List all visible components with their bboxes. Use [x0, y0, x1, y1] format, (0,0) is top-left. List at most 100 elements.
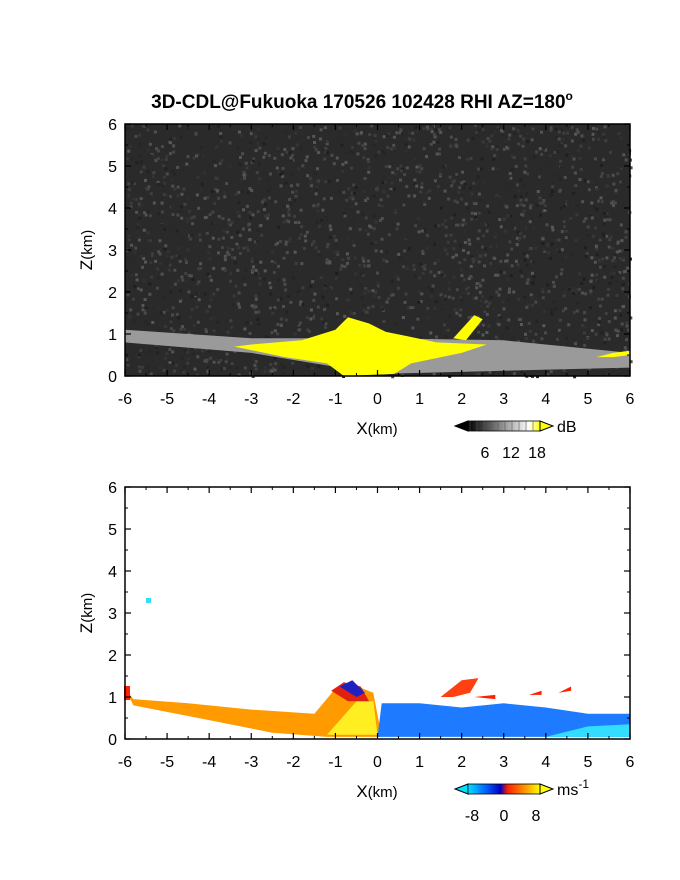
noise-gate	[395, 275, 399, 279]
noise-gate	[316, 180, 320, 184]
noise-gate	[273, 329, 277, 333]
noise-gate	[254, 305, 258, 309]
noise-gate	[515, 236, 519, 240]
noise-gate	[194, 332, 198, 336]
noise-gate	[299, 300, 303, 304]
noise-gate	[429, 331, 433, 335]
noise-gate	[524, 164, 528, 168]
noise-gate	[213, 221, 217, 224]
noise-gate	[242, 208, 245, 212]
noise-gate	[594, 332, 598, 336]
noise-gate	[256, 272, 260, 275]
noise-gate	[230, 236, 234, 239]
noise-gate	[423, 228, 427, 232]
noise-gate	[604, 216, 608, 220]
noise-gate	[368, 133, 372, 136]
noise-gate	[599, 260, 603, 263]
noise-gate	[129, 205, 133, 209]
noise-gate	[520, 323, 523, 326]
noise-gate	[436, 185, 440, 189]
noise-gate	[546, 233, 550, 237]
noise-gate	[538, 201, 542, 205]
noise-gate	[246, 191, 250, 195]
noise-gate	[401, 167, 404, 171]
noise-gate	[195, 305, 199, 309]
noise-gate	[607, 337, 611, 341]
noise-gate	[350, 166, 354, 170]
noise-gate	[455, 311, 459, 315]
noise-gate	[529, 206, 532, 210]
noise-gate	[230, 221, 234, 225]
noise-gate	[229, 319, 233, 323]
noise-gate	[498, 287, 502, 291]
noise-gate	[506, 214, 510, 218]
noise-gate	[543, 204, 547, 208]
noise-gate	[413, 182, 417, 186]
noise-gate	[146, 130, 150, 134]
noise-gate	[580, 153, 584, 157]
noise-gate	[525, 281, 529, 285]
noise-gate	[433, 274, 437, 278]
noise-gate	[319, 128, 323, 132]
noise-gate	[619, 223, 623, 227]
noise-gate	[479, 299, 483, 303]
noise-gate	[221, 362, 225, 366]
colorbar-gradient	[467, 783, 541, 795]
noise-gate	[475, 176, 479, 180]
noise-gate	[457, 190, 461, 194]
noise-gate	[336, 178, 339, 182]
noise-gate	[505, 278, 509, 282]
noise-gate	[143, 124, 147, 128]
noise-gate	[299, 126, 303, 129]
noise-gate	[156, 267, 160, 271]
noise-gate	[471, 137, 475, 140]
noise-gate	[490, 134, 494, 138]
noise-gate	[142, 228, 146, 232]
noise-gate	[590, 212, 594, 216]
noise-gate	[427, 189, 431, 193]
noise-gate	[574, 184, 578, 188]
noise-gate	[390, 181, 394, 185]
noise-gate	[613, 201, 617, 205]
noise-gate	[373, 134, 377, 137]
noise-gate	[541, 237, 545, 241]
noise-gate	[447, 281, 451, 285]
noise-gate	[598, 304, 602, 308]
noise-gate	[212, 292, 216, 296]
noise-gate	[497, 194, 501, 198]
noise-gate	[363, 177, 367, 180]
noise-gate	[282, 278, 286, 282]
noise-gate	[239, 190, 243, 194]
noise-gate	[465, 287, 468, 291]
noise-gate	[535, 150, 538, 154]
noise-gate	[313, 292, 317, 296]
noise-gate	[575, 213, 579, 217]
noise-gate	[258, 146, 262, 150]
noise-gate	[407, 194, 411, 198]
noise-gate	[191, 143, 195, 146]
noise-gate	[562, 369, 566, 372]
noise-gate	[423, 202, 427, 206]
noise-gate	[580, 134, 584, 138]
noise-gate	[608, 238, 612, 242]
x-tick-label: -3	[244, 391, 258, 408]
noise-gate	[535, 372, 539, 376]
noise-gate	[322, 320, 326, 324]
noise-gate	[580, 282, 584, 285]
noise-gate	[603, 212, 607, 215]
noise-gate	[273, 306, 277, 310]
noise-gate	[144, 260, 147, 264]
noise-gate	[269, 292, 272, 296]
noise-gate	[403, 138, 407, 142]
noise-gate	[187, 357, 191, 361]
noise-gate	[382, 135, 386, 139]
noise-gate	[420, 181, 424, 185]
noise-gate	[234, 245, 238, 249]
noise-gate	[433, 242, 436, 246]
noise-gate	[394, 172, 397, 176]
noise-gate	[433, 261, 437, 265]
noise-gate	[257, 322, 261, 326]
noise-gate	[274, 200, 278, 204]
noise-gate	[318, 224, 321, 228]
noise-gate	[418, 170, 422, 174]
